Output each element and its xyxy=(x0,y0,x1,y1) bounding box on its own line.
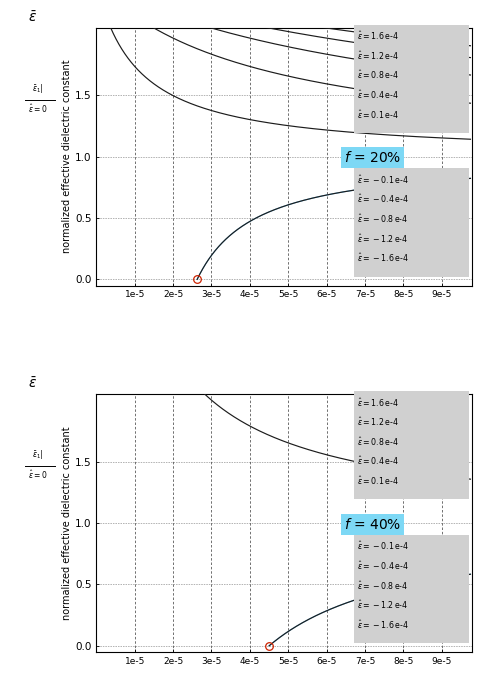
Text: $\hat{\varepsilon} = -0.1\,\mathrm{e}$-4: $\hat{\varepsilon} = -0.1\,\mathrm{e}$-4 xyxy=(357,173,409,186)
Text: $\hat{\varepsilon} = -0.8\,\mathrm{e}$-4: $\hat{\varepsilon} = -0.8\,\mathrm{e}$-4 xyxy=(357,213,408,225)
Text: $\hat{\varepsilon} = 0.4\,\mathrm{e}$-4: $\hat{\varepsilon} = 0.4\,\mathrm{e}$-4 xyxy=(357,88,399,101)
FancyBboxPatch shape xyxy=(354,168,469,277)
Text: $\mathit{f}$ = 40%: $\mathit{f}$ = 40% xyxy=(344,517,402,532)
Text: $\bar{\varepsilon}_1|$: $\bar{\varepsilon}_1|$ xyxy=(32,81,44,95)
Text: $\hat{\varepsilon} = 0.8\,\mathrm{e}$-4: $\hat{\varepsilon} = 0.8\,\mathrm{e}$-4 xyxy=(357,69,399,81)
Y-axis label: normalized effective dielectric constant: normalized effective dielectric constant xyxy=(62,60,72,253)
Text: $\hat{\varepsilon}{=}0$: $\hat{\varepsilon}{=}0$ xyxy=(28,102,48,115)
Text: $\hat{\varepsilon} = 0.8\,\mathrm{e}$-4: $\hat{\varepsilon} = 0.8\,\mathrm{e}$-4 xyxy=(357,435,399,448)
Text: $\hat{\varepsilon}{=}0$: $\hat{\varepsilon}{=}0$ xyxy=(28,469,48,482)
Text: $\hat{\varepsilon} = -0.8\,\mathrm{e}$-4: $\hat{\varepsilon} = -0.8\,\mathrm{e}$-4 xyxy=(357,579,408,591)
Text: $\hat{\varepsilon} = -0.1\,\mathrm{e}$-4: $\hat{\varepsilon} = -0.1\,\mathrm{e}$-4 xyxy=(357,540,409,552)
Text: $\hat{\varepsilon} = -1.6\,\mathrm{e}$-4: $\hat{\varepsilon} = -1.6\,\mathrm{e}$-4 xyxy=(357,618,409,631)
Text: $\hat{\varepsilon} = 0.1\,\mathrm{e}$-4: $\hat{\varepsilon} = 0.1\,\mathrm{e}$-4 xyxy=(357,108,399,121)
Text: $\bar{\varepsilon}$: $\bar{\varepsilon}$ xyxy=(28,10,37,25)
Text: $\hat{\varepsilon} = -1.2\,\mathrm{e}$-4: $\hat{\varepsilon} = -1.2\,\mathrm{e}$-4 xyxy=(357,233,408,245)
Y-axis label: normalized effective dielectric constant: normalized effective dielectric constant xyxy=(62,426,72,620)
FancyBboxPatch shape xyxy=(354,25,469,133)
Text: $\bar{\varepsilon}$: $\bar{\varepsilon}$ xyxy=(28,377,37,391)
Text: $\hat{\varepsilon} = 1.2\,\mathrm{e}$-4: $\hat{\varepsilon} = 1.2\,\mathrm{e}$-4 xyxy=(357,49,399,62)
Text: $\hat{\varepsilon} = -1.2\,\mathrm{e}$-4: $\hat{\varepsilon} = -1.2\,\mathrm{e}$-4 xyxy=(357,599,408,611)
Text: $\hat{\varepsilon} = 0.1\,\mathrm{e}$-4: $\hat{\varepsilon} = 0.1\,\mathrm{e}$-4 xyxy=(357,475,399,487)
Text: $\hat{\varepsilon} = -0.4\,\mathrm{e}$-4: $\hat{\varepsilon} = -0.4\,\mathrm{e}$-4 xyxy=(357,560,409,572)
Text: $\hat{\varepsilon} = 1.6\,\mathrm{e}$-4: $\hat{\varepsilon} = 1.6\,\mathrm{e}$-4 xyxy=(357,396,399,408)
Text: $\hat{\varepsilon} = 1.2\,\mathrm{e}$-4: $\hat{\varepsilon} = 1.2\,\mathrm{e}$-4 xyxy=(357,415,399,428)
Text: $\hat{\varepsilon} = -1.6\,\mathrm{e}$-4: $\hat{\varepsilon} = -1.6\,\mathrm{e}$-4 xyxy=(357,252,409,264)
Text: $\hat{\varepsilon} = 0.4\,\mathrm{e}$-4: $\hat{\varepsilon} = 0.4\,\mathrm{e}$-4 xyxy=(357,455,399,467)
Text: $\mathit{f}$ = 20%: $\mathit{f}$ = 20% xyxy=(344,150,402,166)
FancyBboxPatch shape xyxy=(354,391,469,500)
Text: $\hat{\varepsilon} = -0.4\,\mathrm{e}$-4: $\hat{\varepsilon} = -0.4\,\mathrm{e}$-4 xyxy=(357,193,409,206)
Text: $\bar{\varepsilon}_1|$: $\bar{\varepsilon}_1|$ xyxy=(32,448,44,461)
FancyBboxPatch shape xyxy=(354,535,469,643)
Text: $\hat{\varepsilon} = 1.6\,\mathrm{e}$-4: $\hat{\varepsilon} = 1.6\,\mathrm{e}$-4 xyxy=(357,30,399,42)
